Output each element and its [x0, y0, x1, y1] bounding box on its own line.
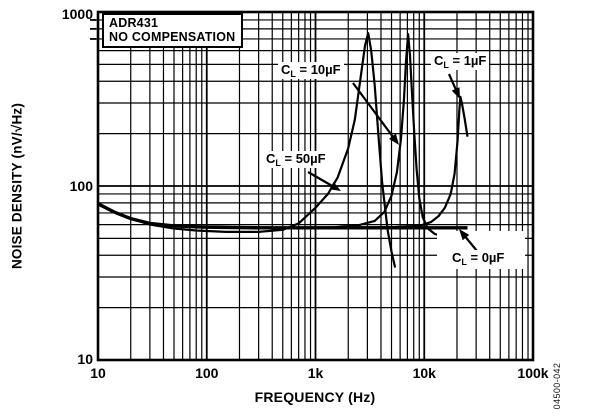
x-tick-label: 1k: [307, 365, 324, 381]
annotation-arrow-shaft: [463, 235, 478, 252]
condition-label: NO COMPENSATION: [109, 30, 236, 44]
annotation-cl-10uf: CL = 10µF: [278, 62, 344, 79]
y-tick-label: 10: [77, 351, 93, 367]
annotation-arrowhead: [451, 87, 460, 99]
figure-number: 04500-042: [552, 362, 562, 410]
x-tick-label: 100k: [517, 365, 549, 381]
annotation-arrow-shaft: [307, 171, 334, 188]
x-tick-label: 10k: [412, 365, 436, 381]
annotation-arrow-shaft: [352, 82, 395, 139]
annotation-cl-50uf: CL = 50µF: [263, 151, 329, 168]
x-tick-label: 10: [90, 365, 106, 381]
y-tick-label: 100: [69, 178, 93, 194]
annotation-cl-1uf: CL = 1µF: [431, 53, 490, 70]
x-axis-label: FREQUENCY (Hz): [254, 389, 376, 405]
device-name: ADR431: [109, 16, 159, 30]
y-tick-label: 1000: [61, 6, 93, 22]
annotation-arrow-shaft: [447, 73, 458, 92]
annotation-arrowhead: [329, 181, 341, 191]
x-tick-label: 100: [195, 365, 219, 381]
plot-frame: [96, 10, 535, 362]
annotation-cl-0uf: CL = 0µF: [449, 250, 508, 267]
curve-cl-1-f: [97, 95, 469, 229]
figure-title-box: ADR431 NO COMPENSATION: [102, 13, 244, 48]
curve-cl-50-f: [97, 32, 397, 268]
annotation-arrowhead: [459, 229, 470, 241]
annotation-arrowhead: [389, 133, 399, 145]
y-axis-label: NOISE DENSITY (nV/√Hz): [9, 102, 25, 270]
